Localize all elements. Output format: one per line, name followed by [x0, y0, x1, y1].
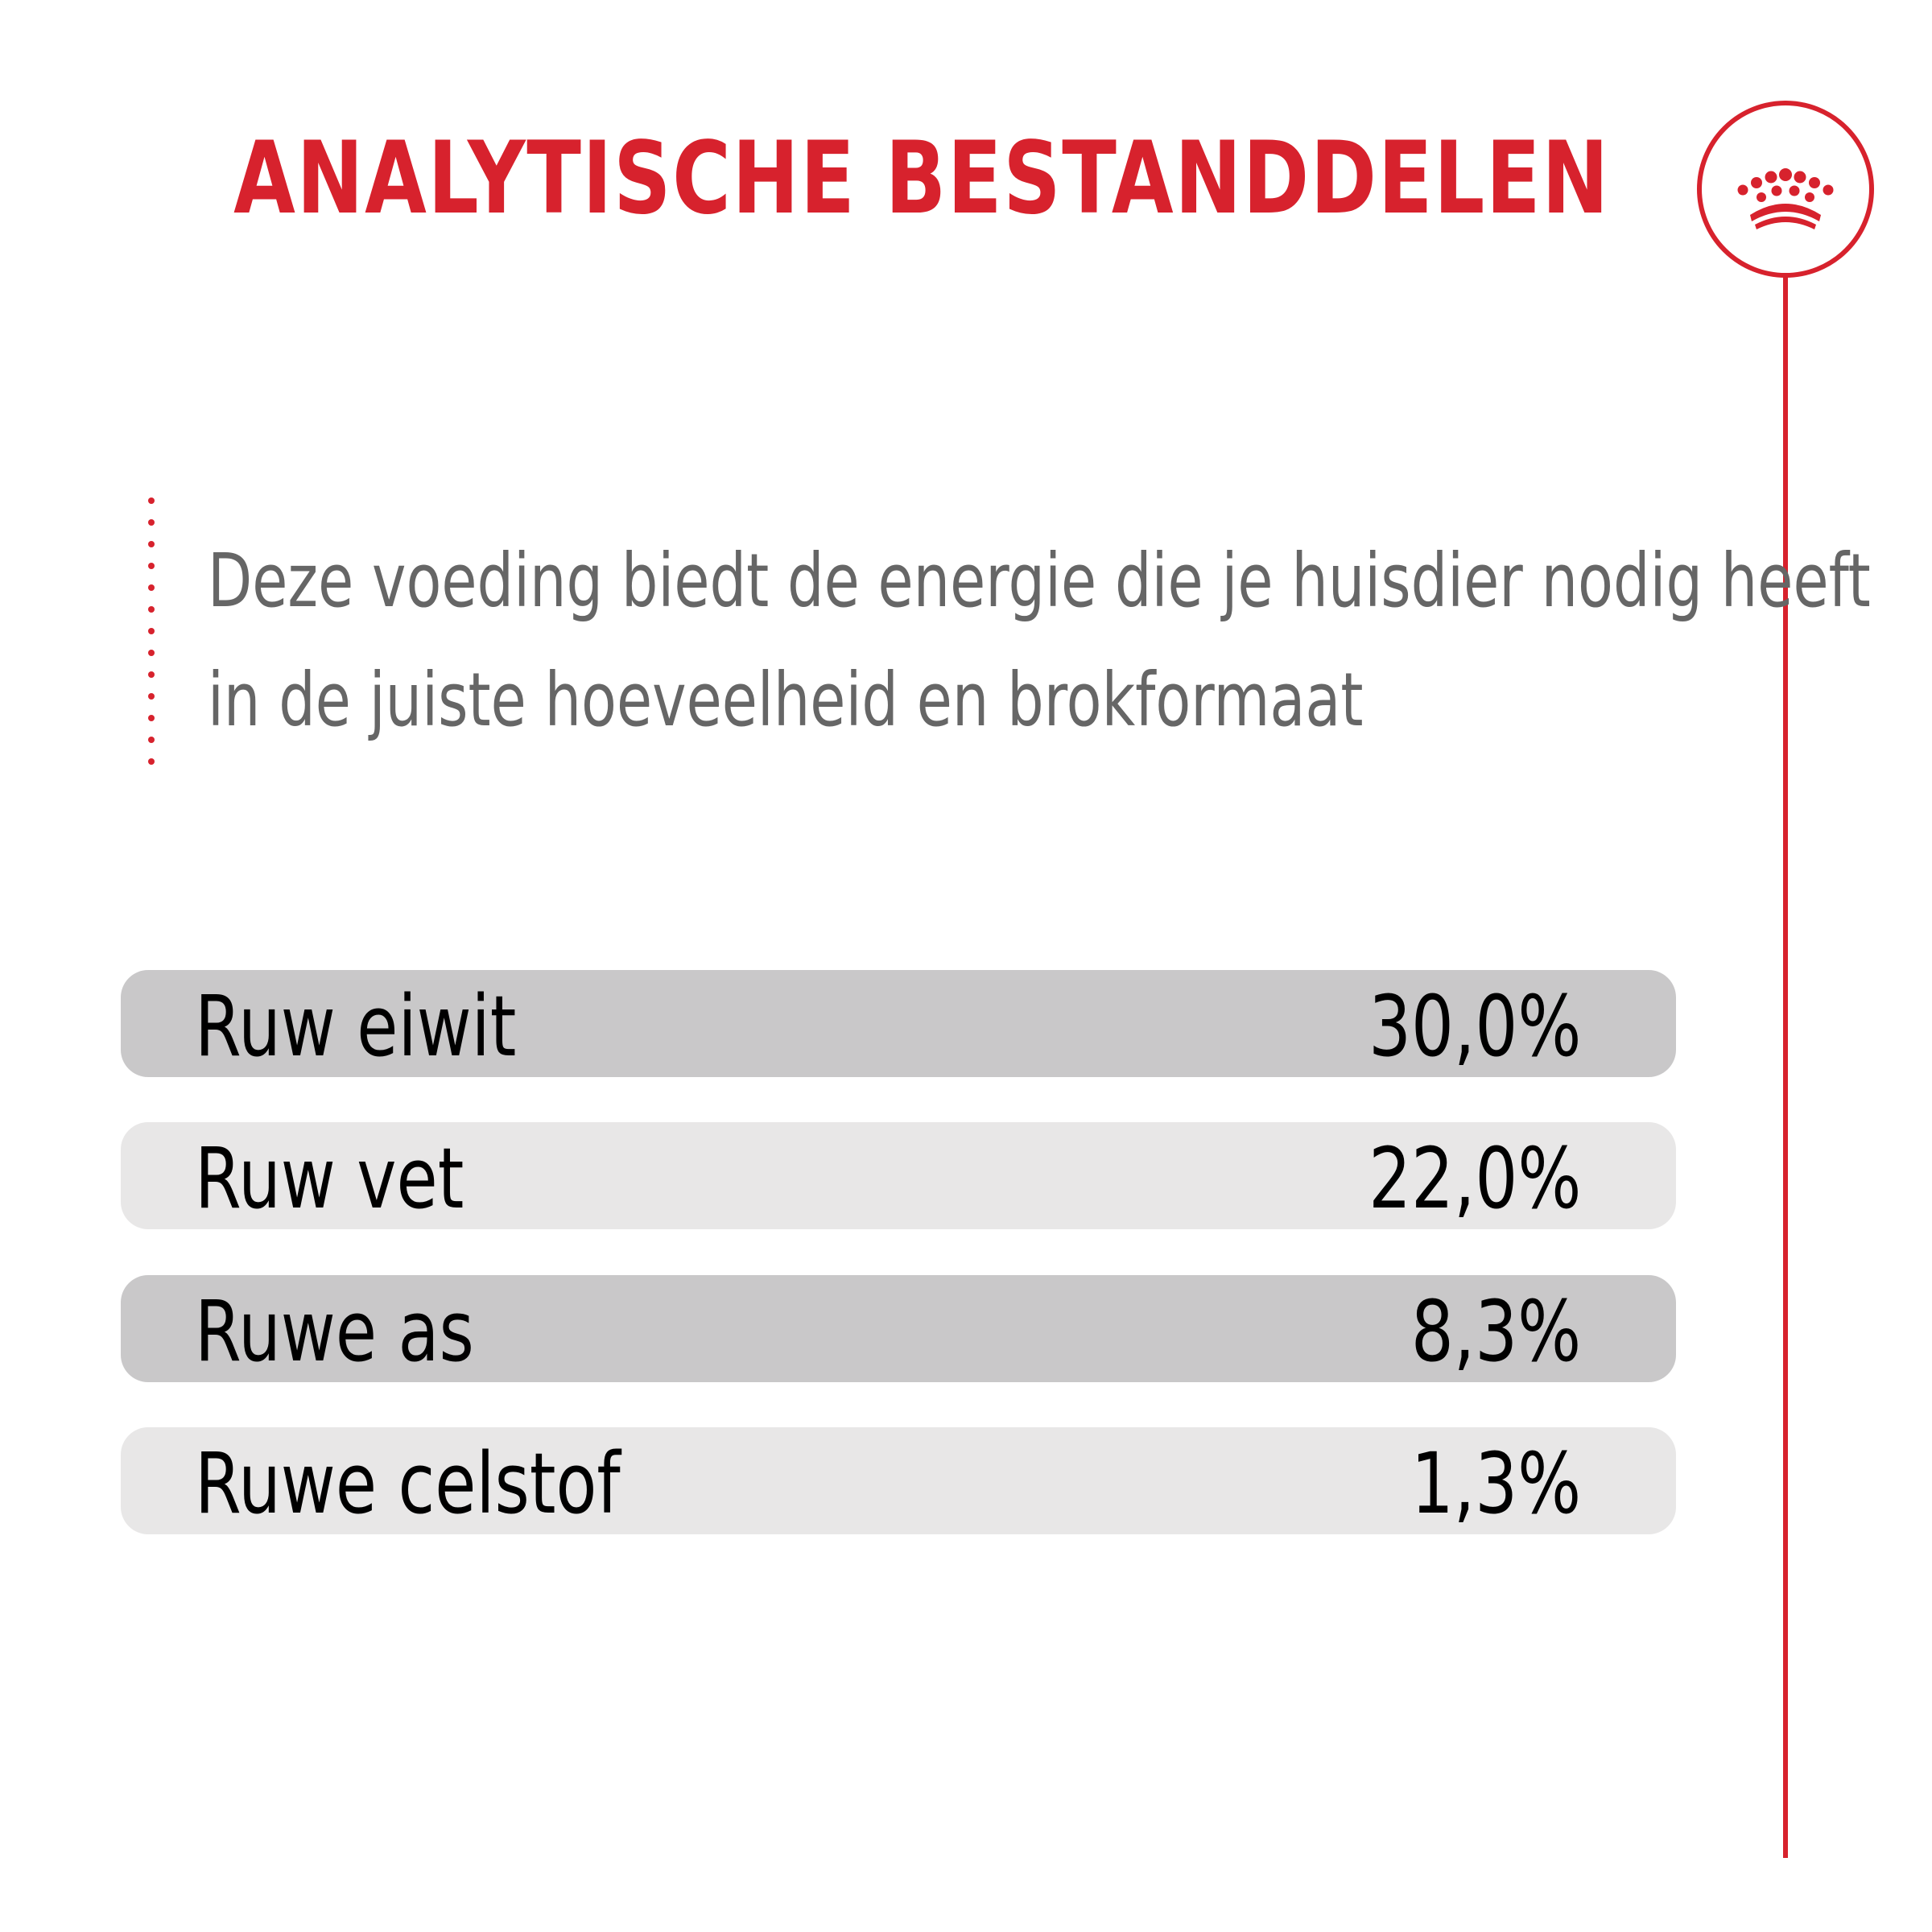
nutrient-value: 22,0% — [1368, 1129, 1581, 1228]
brand-logo — [1697, 101, 1874, 278]
dot — [148, 693, 155, 700]
crown-icon — [1737, 168, 1834, 229]
nutrient-row-ash: Ruwe as 8,3% — [121, 1275, 1676, 1382]
dot — [148, 497, 155, 504]
nutrient-label: Ruwe celstof — [195, 1435, 621, 1533]
nutrient-label: Ruw vet — [195, 1129, 464, 1228]
nutrient-row-fat: Ruw vet 22,0% — [121, 1122, 1676, 1229]
nutrient-label: Ruwe as — [195, 1282, 474, 1381]
decorative-dotted-line — [148, 497, 155, 765]
dot — [148, 606, 155, 613]
page-title: ANALYTISCHE BESTANDDELEN — [233, 121, 1610, 237]
nutrient-label: Ruw eiwit — [195, 977, 517, 1075]
nutrient-row-fibre: Ruwe celstof 1,3% — [121, 1427, 1676, 1534]
intro-text: Deze voeding biedt de energie die je hui… — [208, 522, 1871, 760]
dot — [148, 758, 155, 765]
dot — [148, 541, 155, 547]
intro-line-1: Deze voeding biedt de energie die je hui… — [208, 538, 1871, 624]
decorative-vertical-line — [1783, 277, 1788, 1858]
dot — [148, 715, 155, 721]
nutrient-value: 1,3% — [1410, 1435, 1581, 1533]
dot — [148, 628, 155, 634]
nutrient-row-protein: Ruw eiwit 30,0% — [121, 970, 1676, 1077]
intro-line-2: in de juiste hoeveelheid en brokformaat — [208, 657, 1364, 743]
dot — [148, 584, 155, 591]
dot — [148, 671, 155, 678]
nutrient-value: 30,0% — [1368, 977, 1581, 1075]
nutrient-value: 8,3% — [1410, 1282, 1581, 1381]
dot — [148, 737, 155, 743]
dot — [148, 650, 155, 656]
dot — [148, 563, 155, 569]
dot — [148, 519, 155, 526]
